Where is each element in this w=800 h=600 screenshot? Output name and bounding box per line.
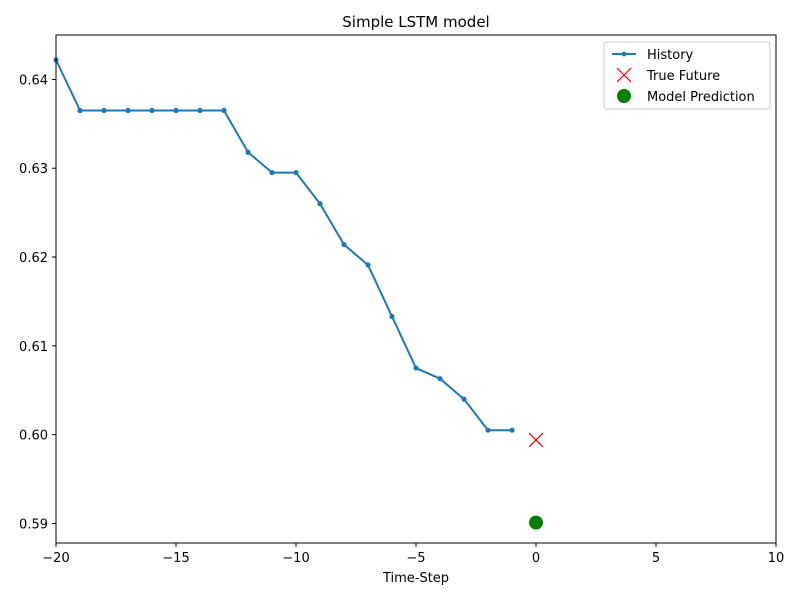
- history-point: [461, 396, 467, 402]
- legend-label-history: History: [647, 48, 694, 63]
- y-tick-label: 0.61: [19, 340, 48, 355]
- history-point: [509, 427, 515, 433]
- history-point: [173, 107, 179, 114]
- history-point: [149, 107, 155, 114]
- x-tick-label: −10: [282, 551, 309, 566]
- y-tick-label: 0.59: [19, 517, 48, 532]
- x-tick-label: 5: [652, 551, 660, 566]
- legend-entry-model-prediction: Model Prediction: [617, 89, 755, 105]
- true-future-stroke-b: [528, 432, 544, 448]
- x-tick-label: −5: [406, 551, 425, 566]
- legend-label-model-prediction: Model Prediction: [647, 90, 755, 105]
- x-tick-label: 10: [768, 551, 785, 566]
- x-axis-title: Time-Step: [382, 571, 449, 586]
- history-point: [221, 107, 227, 114]
- history-point: [365, 262, 371, 268]
- y-tick-label: 0.63: [19, 162, 48, 177]
- history-point: [197, 107, 203, 114]
- model-prediction-marker: [529, 515, 543, 530]
- history-point: [485, 427, 491, 433]
- history-point: [413, 365, 419, 371]
- plot-frame: [55, 34, 777, 544]
- legend-label-true-future: True Future: [646, 69, 720, 84]
- legend-entry-history: History: [612, 48, 694, 63]
- history-point: [269, 170, 275, 176]
- axes: −20 −15 −10 −5 0 5 10 0.59 0.60 0.61 0.62 0.63 0.64: [19, 73, 784, 566]
- plot-area: [53, 57, 544, 530]
- history-point: [293, 170, 299, 176]
- history-point: [317, 201, 323, 207]
- x-tick-label: −15: [162, 551, 189, 566]
- legend-history-dot: [621, 51, 627, 57]
- true-future-marker: [528, 432, 544, 448]
- y-tick-label: 0.62: [19, 251, 48, 266]
- legend-entry-true-future: True Future: [616, 67, 720, 84]
- y-tick-label: 0.64: [19, 73, 48, 88]
- legend: History True Future Model Prediction: [603, 41, 771, 110]
- x-tick-label: 0: [532, 551, 540, 566]
- legend-x-marker-icon: [616, 67, 632, 83]
- y-tick-label: 0.60: [19, 429, 48, 444]
- x-tick-label: −20: [42, 551, 69, 566]
- chart-title: Simple LSTM model: [342, 13, 489, 31]
- history-point: [341, 241, 347, 248]
- history-point: [245, 149, 251, 155]
- history-point: [77, 107, 83, 114]
- history-point: [125, 107, 131, 114]
- history-line: [55, 59, 512, 432]
- legend-circle-marker-icon: [617, 89, 631, 103]
- legend-box: [603, 41, 771, 110]
- history-point: [437, 376, 443, 382]
- history-point: [101, 107, 107, 114]
- history-point: [389, 313, 395, 320]
